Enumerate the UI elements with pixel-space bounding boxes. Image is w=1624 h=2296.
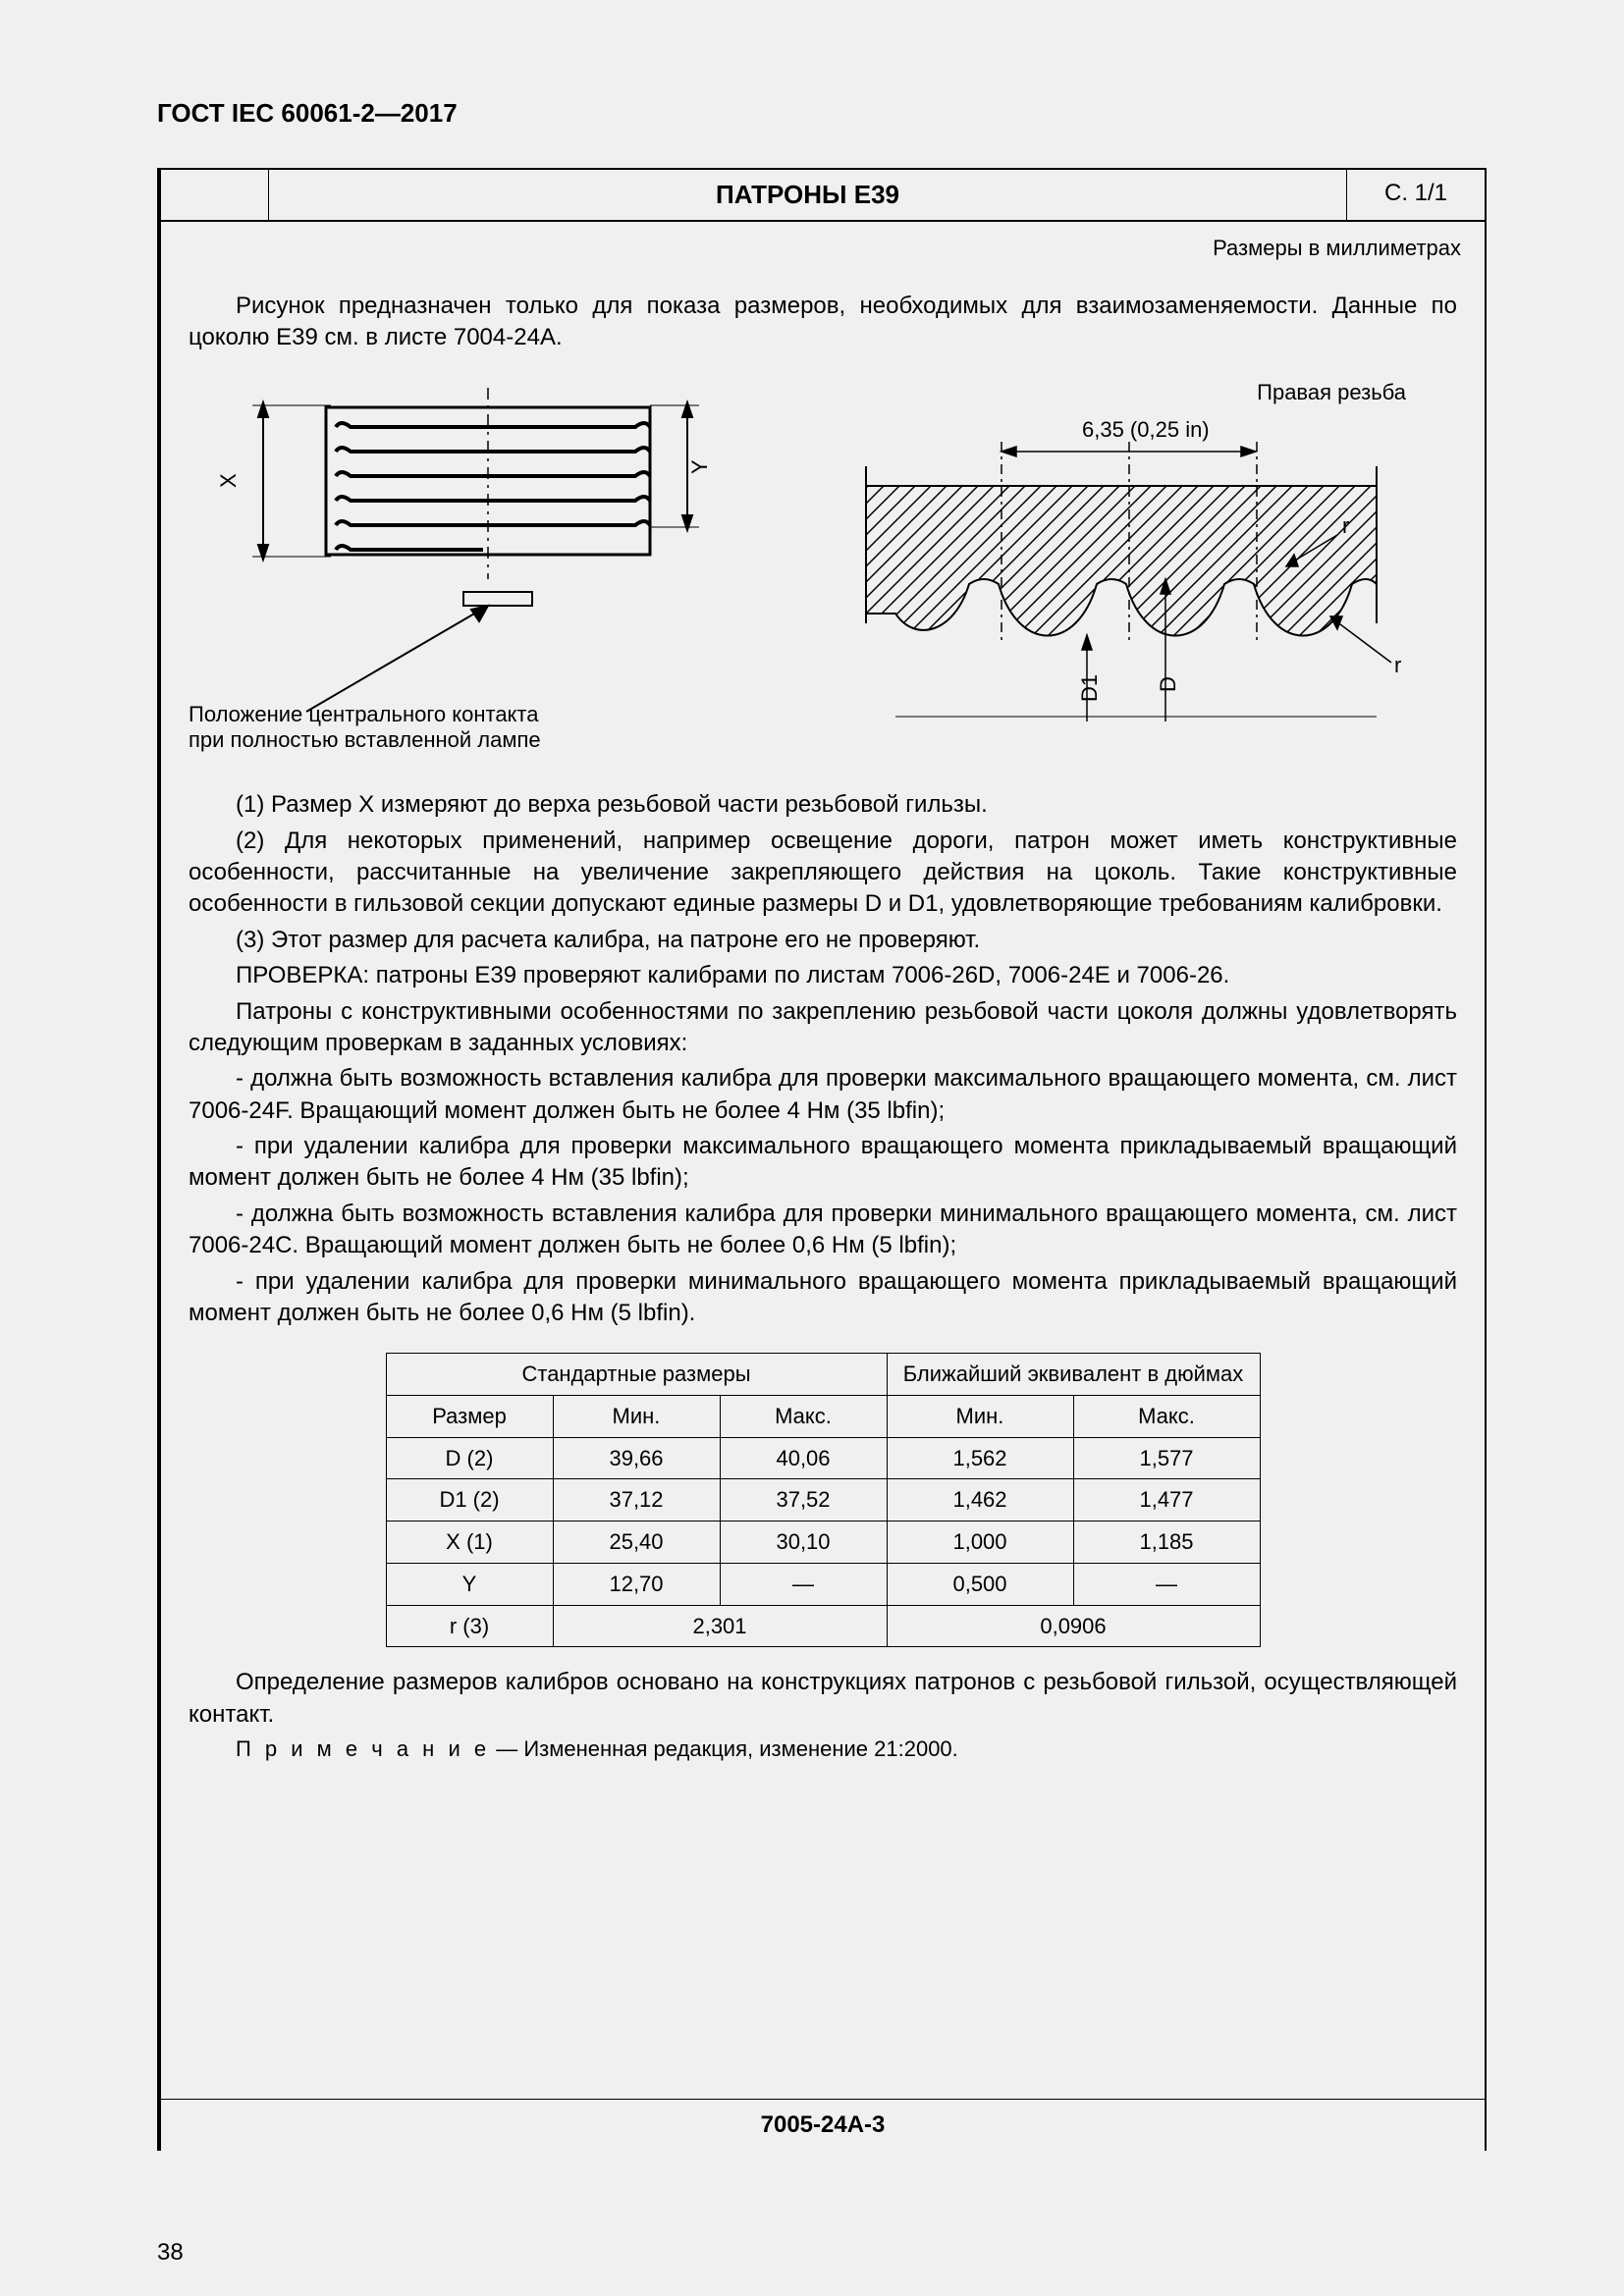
table-cell: 39,66 (553, 1437, 720, 1479)
th-size: Размер (386, 1396, 553, 1438)
th-max-std: Макс. (720, 1396, 887, 1438)
note-1: (1) Размер Х измеряют до верха резьбовой… (189, 789, 1457, 821)
table-cell: D1 (2) (386, 1479, 553, 1522)
intro-text: Рисунок предназначен только для показа р… (189, 291, 1457, 354)
units-label: Размеры в миллиметрах (161, 222, 1485, 291)
table-cell: 1,462 (887, 1479, 1073, 1522)
r-inch: 0,0906 (887, 1605, 1260, 1647)
table-cell: 25,40 (553, 1522, 720, 1564)
table-cell: 37,12 (553, 1479, 720, 1522)
r-size: r (3) (386, 1605, 553, 1647)
check-b2: - при удалении калибра для проверки макс… (189, 1131, 1457, 1195)
th-min-std: Мин. (553, 1396, 720, 1438)
document-header: ГОСТ IEC 60061-2—2017 (157, 98, 1487, 129)
table-cell: 1,000 (887, 1522, 1073, 1564)
th-inch: Ближайший эквивалент в дюймах (887, 1354, 1260, 1396)
title-spacer (161, 170, 269, 220)
table-cell: 1,185 (1073, 1522, 1260, 1564)
pitch-label: 6,35 (0,25 in) (1082, 417, 1210, 442)
th-max-in: Макс. (1073, 1396, 1260, 1438)
table-cell: 0,500 (887, 1563, 1073, 1605)
title-main: ПАТРОНЫ Е39 (269, 170, 1347, 220)
table-cell: 40,06 (720, 1437, 887, 1479)
thread-direction-label: Правая резьба (1257, 378, 1406, 407)
table-cell: 12,70 (553, 1563, 720, 1605)
content-frame: ПАТРОНЫ Е39 С. 1/1 Размеры в миллиметрах… (157, 168, 1487, 2151)
figures-row: X Y Положение центрального контакта при … (189, 378, 1457, 760)
th-standard: Стандартные размеры (386, 1354, 887, 1396)
label-r-bottom: r (1394, 653, 1401, 677)
label-d1: D1 (1077, 674, 1102, 702)
table-cell: Y (386, 1563, 553, 1605)
note-prefix: П р и м е ч а н и е (236, 1736, 490, 1761)
sheet-number: С. 1/1 (1347, 170, 1485, 220)
note-text: — Измененная редакция, изменение 21:2000… (490, 1736, 958, 1761)
page-number: 38 (157, 2239, 184, 2267)
figure-left: X Y Положение центрального контакта при … (189, 378, 768, 760)
table-cell: D (2) (386, 1437, 553, 1479)
label-r-top: r (1342, 513, 1349, 538)
note-3: (3) Этот размер для расчета калибра, на … (189, 925, 1457, 956)
table-cell: — (1073, 1563, 1260, 1605)
r-std: 2,301 (553, 1605, 887, 1647)
th-min-in: Мин. (887, 1396, 1073, 1438)
edition-note: П р и м е ч а н и е — Измененная редакци… (189, 1735, 1457, 1764)
table-cell: 30,10 (720, 1522, 887, 1564)
check-b3: - должна быть возможность вставления кал… (189, 1199, 1457, 1262)
figure-right: 6,35 (0,25 in) D D1 (787, 378, 1426, 760)
check-p1: Патроны с конструктивными особенностями … (189, 996, 1457, 1060)
footer-reference: 7005-24А-3 (161, 2099, 1485, 2151)
fig-left-caption-2: при полностью вставленной лампе (189, 727, 541, 753)
note-2: (2) Для некоторых применений, например о… (189, 826, 1457, 921)
closing-text: Определение размеров калибров основано н… (189, 1667, 1457, 1731)
check-b1: - должна быть возможность вставления кал… (189, 1063, 1457, 1127)
table-cell: 37,52 (720, 1479, 887, 1522)
fig-left-caption-1: Положение центрального контакта (189, 702, 541, 727)
label-y: Y (687, 459, 712, 474)
check-b4: - при удалении калибра для проверки мини… (189, 1266, 1457, 1330)
label-d: D (1156, 676, 1180, 692)
table-cell: X (1) (386, 1522, 553, 1564)
table-cell: — (720, 1563, 887, 1605)
table-cell: 1,562 (887, 1437, 1073, 1479)
table-cell: 1,577 (1073, 1437, 1260, 1479)
check-header: ПРОВЕРКА: патроны Е39 проверяют калибрам… (189, 960, 1457, 991)
dimensions-table: Стандартные размеры Ближайший эквивалент… (386, 1353, 1261, 1647)
title-row: ПАТРОНЫ Е39 С. 1/1 (161, 170, 1485, 222)
label-x: X (216, 473, 241, 488)
table-cell: 1,477 (1073, 1479, 1260, 1522)
